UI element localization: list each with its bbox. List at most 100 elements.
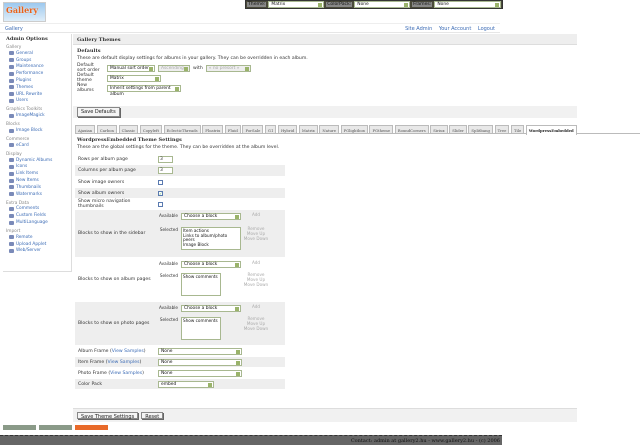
photo-frame-select[interactable]: None: [158, 369, 242, 377]
gallery-badge[interactable]: [39, 425, 72, 430]
move-up-button[interactable]: Move Up: [246, 276, 266, 282]
default-theme-select[interactable]: Matrix: [107, 74, 161, 82]
sidebar-item-web-server[interactable]: Web/Server: [6, 248, 68, 255]
tab-nature[interactable]: Nature: [319, 125, 339, 133]
photo-frame-samples-link[interactable]: View Samples: [110, 370, 143, 376]
columns-input[interactable]: 3: [158, 167, 173, 174]
sidebar-item-upload-applet[interactable]: Upload Applet: [6, 241, 68, 248]
sidebar-item-plugins[interactable]: Plugins: [6, 77, 68, 84]
move-down-button[interactable]: Move Down: [243, 235, 269, 241]
tab-fluid[interactable]: Fluid: [224, 125, 241, 133]
move-up-button[interactable]: Move Up: [246, 230, 266, 236]
tab-hybrid[interactable]: Hybrid: [277, 125, 298, 133]
rows-input[interactable]: 3: [158, 155, 173, 163]
sidebar-item-themes[interactable]: Themes: [6, 84, 68, 91]
sidebar-item-ecard[interactable]: eCard: [6, 142, 68, 149]
add-block-button[interactable]: Add: [251, 260, 261, 265]
tab-tree[interactable]: Tree: [494, 125, 510, 133]
color-pack-select[interactable]: embed: [158, 380, 214, 388]
move-down-button[interactable]: Move Down: [243, 325, 269, 331]
tab-siriux[interactable]: Siriux: [430, 125, 448, 133]
tab-copyleft[interactable]: Copyleft: [139, 125, 162, 133]
move-down-button[interactable]: Move Down: [243, 281, 269, 287]
gallery-logo[interactable]: Gallery: [3, 2, 46, 22]
move-up-button[interactable]: Move Up: [246, 320, 266, 326]
available-blocks-select[interactable]: Choose a block: [181, 261, 241, 268]
sidebar-item-general[interactable]: General: [6, 50, 68, 57]
tab-pgtheme[interactable]: PGtheme: [369, 125, 394, 133]
tab-classic[interactable]: Classic: [118, 125, 139, 133]
add-block-button[interactable]: Add: [251, 212, 261, 217]
image-owners-checkbox[interactable]: [158, 179, 163, 185]
sidebar-item-remote[interactable]: Remote: [6, 234, 68, 241]
remove-block-button[interactable]: Remove: [247, 272, 265, 277]
sort-order-select[interactable]: Manual sort order: [107, 64, 155, 72]
save-theme-settings-button[interactable]: Save Theme Settings: [77, 412, 139, 420]
micro-nav-checkbox[interactable]: [158, 201, 163, 207]
sidebar-item-image-block[interactable]: Image Block: [6, 127, 68, 134]
item-frame-select[interactable]: None: [158, 358, 242, 366]
sidebar-item-comments[interactable]: Comments: [6, 206, 68, 213]
sidebar-item-url-rewrite[interactable]: URL Rewrite: [6, 91, 68, 98]
sidebar-item-maintenance[interactable]: Maintenance: [6, 64, 68, 71]
tab-floatrix[interactable]: Floatrix: [202, 125, 224, 133]
add-block-button[interactable]: Add: [251, 304, 261, 309]
selected-blocks-list[interactable]: Show comments: [181, 317, 221, 340]
tab-g1[interactable]: G1: [264, 125, 277, 133]
tab-wordpressembedded[interactable]: WordpressEmbedded: [525, 125, 577, 135]
sidebar-item-custom-fields[interactable]: Custom Fields: [6, 212, 68, 219]
frames-select[interactable]: None: [434, 1, 502, 8]
tab-ajaxian[interactable]: Ajaxian: [75, 125, 96, 133]
sidebar-item-icons[interactable]: Icons: [6, 164, 68, 171]
tab-carbon[interactable]: Carbon: [96, 125, 117, 133]
sidebar-item-imagemagick[interactable]: ImageMagick: [6, 112, 68, 119]
tab-matrix[interactable]: Matrix: [298, 125, 318, 133]
selected-blocks-list[interactable]: Show comments: [181, 273, 221, 296]
remove-block-button[interactable]: Remove: [247, 226, 265, 231]
colorpack-select[interactable]: None: [354, 1, 411, 8]
available-blocks-select[interactable]: Choose a block: [181, 305, 241, 312]
presort-select[interactable]: « no presort »: [205, 64, 251, 72]
tab-eclecticthreads[interactable]: EclecticThreads: [163, 125, 201, 133]
selected-block-item[interactable]: Image Block: [183, 241, 209, 247]
breadcrumb-gallery-link[interactable]: Gallery: [5, 26, 23, 32]
sidebar-item-multilanguage[interactable]: MultiLanguage: [6, 219, 68, 226]
tab-forsale[interactable]: ForSale: [242, 125, 264, 133]
site-admin-link[interactable]: Site Admin: [405, 26, 433, 32]
selected-block-item[interactable]: Show comments: [183, 274, 218, 279]
sidebar-item-new-items[interactable]: New Items: [6, 177, 68, 184]
sidebar-item-dynamic-albums[interactable]: Dynamic Albums: [6, 157, 68, 164]
tab-splitbang[interactable]: Splitbang: [468, 125, 493, 133]
defaults-description: These are default display settings for a…: [77, 56, 308, 61]
gallery-help-badge[interactable]: [75, 425, 108, 430]
theme-select[interactable]: Matrix: [268, 1, 325, 8]
selected-block-item[interactable]: Links to album/photo peers: [183, 232, 228, 243]
album-owners-checkbox[interactable]: ✓: [158, 190, 163, 196]
sidebar-item-groups[interactable]: Groups: [6, 57, 68, 64]
tab-tile[interactable]: Tile: [511, 125, 525, 133]
selected-blocks-list[interactable]: Item actions Links to album/photo peers Im…: [181, 227, 241, 250]
your-account-link[interactable]: Your Account: [438, 26, 472, 32]
selected-block-item[interactable]: Show comments: [183, 318, 218, 323]
tab-slider[interactable]: Slider: [449, 125, 467, 133]
tab-pglightbox[interactable]: PGlightbox: [340, 125, 368, 133]
sidebar-item-link-items[interactable]: Link Items: [6, 170, 68, 177]
sort-direction-select[interactable]: Ascending: [158, 64, 190, 72]
available-blocks-select[interactable]: Choose a block: [181, 213, 241, 220]
save-defaults-button[interactable]: Save Defaults: [77, 107, 120, 117]
item-frame-samples-link[interactable]: View Samples: [107, 359, 140, 365]
xhtml-badge[interactable]: [3, 425, 36, 430]
sidebar-group-gallery: Gallery: [6, 45, 22, 50]
selected-block-item[interactable]: Item actions: [183, 228, 209, 233]
new-albums-select[interactable]: Inherit settings from parent album: [107, 84, 181, 97]
reset-button[interactable]: Reset: [141, 412, 164, 420]
album-frame-select[interactable]: None: [158, 347, 242, 355]
sidebar-item-users[interactable]: Users: [6, 98, 68, 105]
tab-roundcorners[interactable]: RoundCorners: [394, 125, 429, 133]
logout-link[interactable]: Logout: [477, 26, 495, 32]
sidebar-item-watermarks[interactable]: Watermarks: [6, 191, 68, 198]
sidebar-item-thumbnails[interactable]: Thumbnails: [6, 184, 68, 191]
remove-block-button[interactable]: Remove: [247, 316, 265, 321]
sidebar-item-performance[interactable]: Performance: [6, 70, 68, 77]
album-frame-samples-link[interactable]: View Samples: [111, 348, 144, 354]
